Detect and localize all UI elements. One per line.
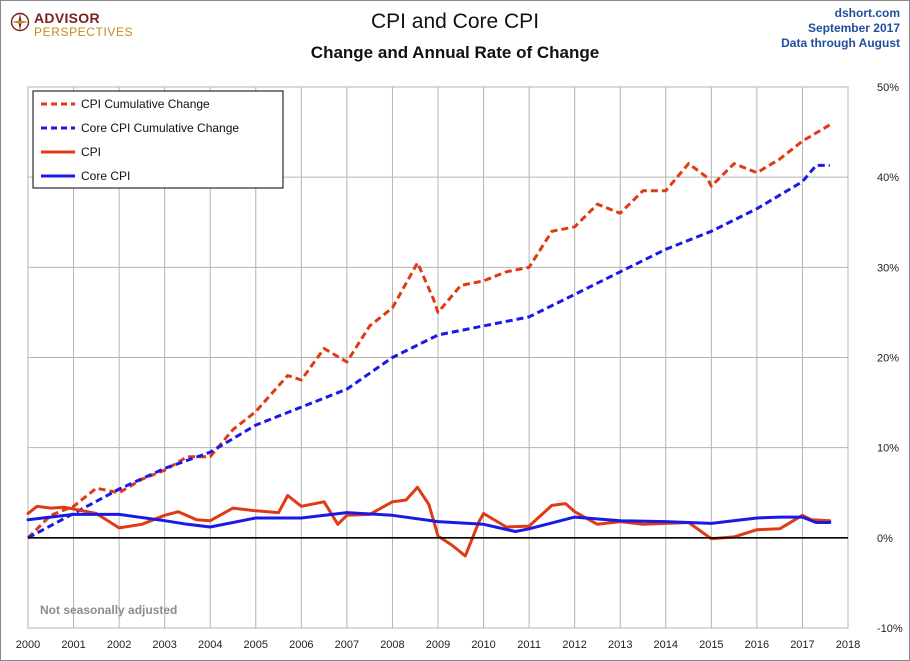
advisor-perspectives-logo: ADVISOR PERSPECTIVES <box>10 8 150 39</box>
x-tick-label: 2001 <box>61 639 85 651</box>
y-tick-label: 40% <box>877 172 899 184</box>
x-tick-label: 2013 <box>608 639 632 651</box>
chart-title: CPI and Core CPI <box>370 10 540 33</box>
x-tick-label: 2007 <box>335 639 359 651</box>
y-tick-label: 20% <box>877 353 899 365</box>
legend-label: CPI Cumulative Change <box>81 97 210 111</box>
series-line-core-cpi <box>26 511 832 533</box>
source-site: dshort.com <box>834 6 900 20</box>
series-line-cpi-cumulative-change <box>26 123 831 539</box>
x-tick-label: 2015 <box>699 639 723 651</box>
y-tick-label: 30% <box>877 262 899 274</box>
x-tick-label: 2014 <box>654 639 678 651</box>
x-tick-label: 2009 <box>426 639 450 651</box>
chart-subtitle: Change and Annual Rate of Change <box>310 43 600 62</box>
series-line-core-cpi-cumulative-change <box>27 163 830 540</box>
x-tick-label: 2017 <box>790 639 814 651</box>
source-date: September 2017 <box>807 21 900 35</box>
legend-label: Core CPI <box>81 169 130 183</box>
y-tick-label: 10% <box>877 443 899 455</box>
x-tick-label: 2008 <box>380 639 404 651</box>
x-tick-label: 2011 <box>517 639 541 651</box>
brand-line-1: ADVISOR <box>34 10 100 26</box>
axes: 2000 2001 2002 2003 2004 2005 2006 2007 2008 2009… <box>16 82 903 651</box>
y-tick-label: 0% <box>877 533 893 545</box>
x-tick-label: 2003 <box>152 639 176 651</box>
series-lines <box>26 123 832 558</box>
x-tick-label: 2018 <box>836 639 860 651</box>
source-data-through: Data through August <box>781 36 900 50</box>
brand-line-2: PERSPECTIVES <box>34 25 134 39</box>
x-tick-label: 2004 <box>198 639 222 651</box>
y-tick-label: 50% <box>877 82 899 94</box>
x-tick-label: 2002 <box>107 639 131 651</box>
y-tick-label: -10% <box>877 623 903 635</box>
x-tick-label: 2006 <box>289 639 313 651</box>
x-tick-label: 2016 <box>745 639 769 651</box>
legend-label: CPI <box>81 145 101 159</box>
legend-label: Core CPI Cumulative Change <box>81 121 239 135</box>
not-seasonally-adjusted-note: Not seasonally adjusted <box>40 603 177 617</box>
legend-box <box>32 90 284 189</box>
source-block: dshort.com September 2017 Data through A… <box>781 6 900 51</box>
legend: CPI Cumulative Change Core CPI Cumulative… <box>32 90 284 189</box>
x-tick-label: 2005 <box>244 639 268 651</box>
compass-icon <box>10 12 30 32</box>
x-tick-label: 2010 <box>471 639 495 651</box>
x-tick-label: 2012 <box>562 639 586 651</box>
x-tick-label: 2000 <box>16 639 40 651</box>
